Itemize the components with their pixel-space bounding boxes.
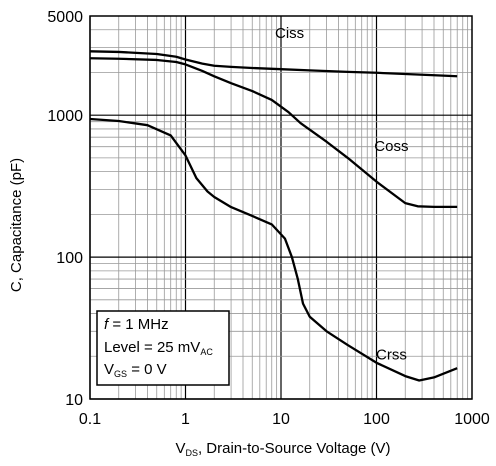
x-tick-label: 1000 — [454, 411, 490, 428]
series-line-coss — [89, 57, 458, 208]
plot-frame — [89, 15, 473, 400]
y-tick-label: 1000 — [47, 108, 83, 125]
series-lines — [89, 50, 458, 382]
series-labels: Ciss Coss Crss — [275, 25, 408, 363]
y-axis-label: C, Capacitance (pF) — [8, 158, 25, 292]
series-label-coss: Coss — [374, 138, 408, 155]
tick-labels: 0.1 1 10 100 1000 10 100 1000 5000 — [47, 9, 489, 428]
condition-level: Level = 25 mVAC — [104, 339, 213, 357]
x-tick-label: 0.1 — [79, 411, 101, 428]
series-line-ciss — [89, 50, 458, 78]
y-tick-label: 10 — [65, 392, 83, 409]
series-label-crss: Crss — [376, 346, 407, 363]
series-line-crss — [89, 117, 458, 382]
condition-frequency: f = 1 MHz — [104, 316, 169, 333]
x-tick-label: 10 — [272, 411, 290, 428]
condition-vgs: VGS = 0 V — [104, 361, 167, 379]
conditions-box: f = 1 MHz Level = 25 mVAC VGS = 0 V — [96, 310, 230, 386]
x-axis-label-rest: , Drain-to-Source Voltage (V) — [198, 440, 391, 457]
conditions-box-frame — [96, 310, 230, 386]
x-tick-label: 1 — [181, 411, 190, 428]
y-tick-label: 5000 — [47, 9, 83, 26]
grid — [89, 15, 472, 400]
series-label-ciss: Ciss — [275, 25, 304, 42]
x-axis-label-sub: DS — [185, 448, 198, 458]
x-tick-label: 100 — [363, 411, 390, 428]
x-axis-label-main: V — [175, 440, 185, 457]
x-axis-label: VDS, Drain-to-Source Voltage (V) — [175, 440, 390, 458]
y-tick-label: 100 — [56, 250, 83, 267]
